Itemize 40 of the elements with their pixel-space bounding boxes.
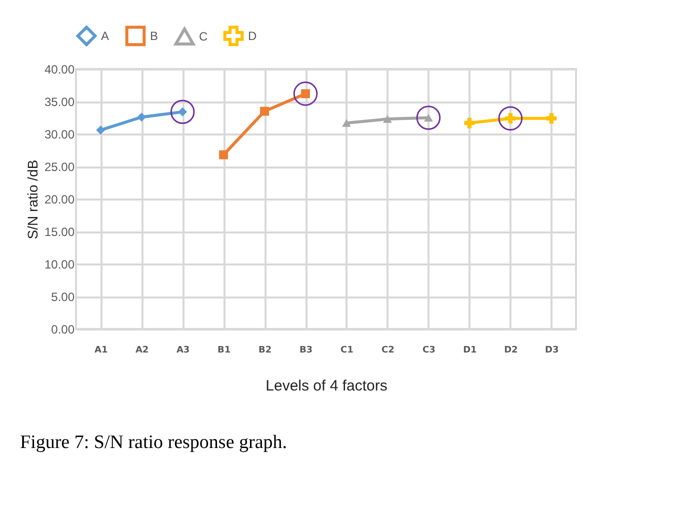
x-tick-label: A2 bbox=[135, 346, 149, 356]
y-tick-label: 5.00 bbox=[51, 290, 75, 304]
x-tick-label: D2 bbox=[504, 346, 518, 356]
legend-label: C bbox=[199, 30, 208, 44]
x-tick-label: A1 bbox=[94, 346, 108, 356]
y-tick-label: 30.00 bbox=[44, 128, 75, 142]
point bbox=[219, 150, 228, 160]
x-tick-label: A3 bbox=[176, 346, 190, 356]
y-tick-label: 0.00 bbox=[51, 322, 75, 336]
x-tick-label: D1 bbox=[463, 346, 477, 356]
point bbox=[416, 106, 441, 130]
caption: Figure 7: S/N ratio response graph. bbox=[20, 432, 288, 454]
legend-label: B bbox=[150, 28, 158, 43]
point bbox=[137, 112, 146, 122]
x-tick-label: B1 bbox=[217, 346, 231, 356]
y-tick-label: 35.00 bbox=[44, 95, 75, 109]
y-tick-label: 25.00 bbox=[44, 160, 75, 174]
point bbox=[293, 82, 318, 106]
point bbox=[342, 119, 351, 127]
legend-label: A bbox=[101, 28, 110, 43]
x-tick-label: C2 bbox=[382, 346, 394, 356]
point bbox=[260, 106, 269, 116]
point bbox=[498, 106, 523, 131]
y-tick-label: 20.00 bbox=[44, 192, 75, 206]
y-axis-title: S/N ratio /dB bbox=[24, 160, 40, 240]
point bbox=[96, 126, 106, 135]
x-tick-label: B3 bbox=[299, 346, 313, 356]
legend-label: D bbox=[248, 28, 257, 43]
x-tick-label: C3 bbox=[422, 346, 436, 356]
y-tick-label: 40.00 bbox=[44, 62, 75, 76]
point bbox=[383, 115, 392, 123]
x-axis-title: Levels of 4 factors bbox=[266, 378, 388, 394]
y-tick-label: 15.00 bbox=[44, 225, 75, 239]
x-tick-label: B2 bbox=[258, 346, 272, 356]
y-tick-label: 10.00 bbox=[44, 258, 75, 272]
point bbox=[546, 113, 557, 124]
x-tick-label: C1 bbox=[340, 346, 354, 356]
point bbox=[464, 118, 475, 128]
point bbox=[170, 100, 195, 124]
x-tick-label: D3 bbox=[545, 346, 559, 356]
